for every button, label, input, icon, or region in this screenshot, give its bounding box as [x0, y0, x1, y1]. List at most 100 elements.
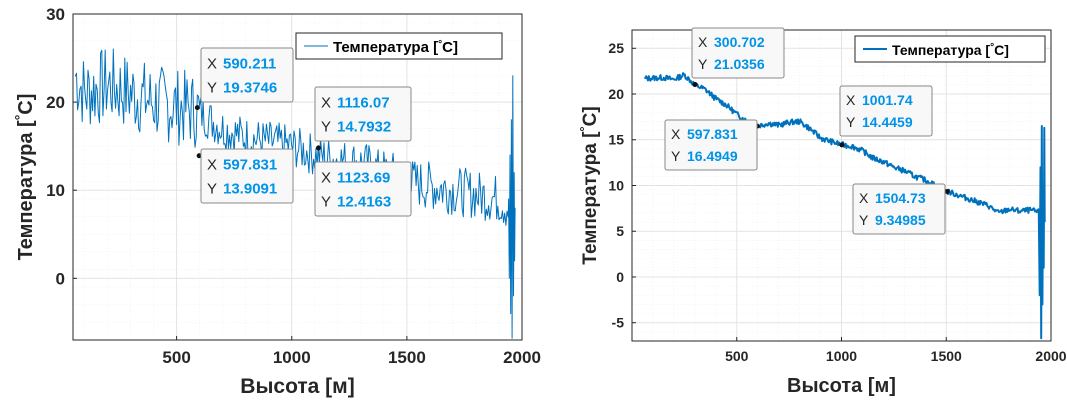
datatip-x-value: 1001.74 — [862, 92, 913, 108]
datatip-box — [852, 183, 946, 235]
datatip-x-prefix: X — [207, 157, 217, 174]
x-tick-label: 500 — [162, 348, 190, 367]
datatip-y-prefix: Y — [671, 148, 681, 164]
datatip-marker — [315, 145, 321, 151]
y-axis-label: Температура [°C] — [577, 106, 601, 264]
datatip-marker — [196, 153, 202, 159]
datatip[interactable]: X 597.831 Y 13.9091 — [196, 148, 294, 204]
legend-label: Температура [°C] — [333, 39, 458, 56]
datatip-y-value: 9.34985 — [875, 212, 926, 228]
datatip-box — [691, 27, 785, 79]
datatip-marker — [839, 142, 845, 148]
datatip-x-value: 590.211 — [223, 56, 276, 73]
datatip-marker — [692, 82, 698, 88]
datatip-x-value: 1504.73 — [875, 190, 926, 206]
datatip[interactable]: X 1504.73 Y 9.34985 — [852, 183, 950, 235]
datatip-box — [664, 119, 758, 171]
legend-label: Температура [°C] — [892, 42, 1009, 58]
datatip-x-prefix: X — [698, 34, 708, 50]
datatip-y-prefix: Y — [207, 79, 217, 96]
y-tick-label: 20 — [608, 86, 624, 102]
datatip-marker — [944, 188, 950, 194]
datatip-y-value: 13.9091 — [223, 180, 277, 197]
datatip-x-prefix: X — [321, 95, 331, 112]
legend-label-main: Температура [ — [333, 39, 438, 56]
datatip-x-value: 1123.69 — [337, 170, 390, 187]
y-tick-label: 15 — [608, 132, 624, 148]
datatip-box — [200, 47, 294, 103]
datatip-y-value: 21.0356 — [714, 56, 765, 72]
x-tick-label: 1500 — [931, 348, 962, 364]
datatip-y-prefix: Y — [846, 114, 856, 130]
y-tick-label: 5 — [616, 223, 624, 239]
datatip[interactable]: X 597.831 Y 16.4949 — [664, 119, 760, 171]
datatip-box — [839, 85, 933, 137]
datatip-x-value: 300.702 — [714, 34, 765, 50]
y-axis-label-degree: ° — [577, 126, 592, 131]
y-tick-label: -5 — [612, 315, 625, 331]
datatip[interactable]: X 300.702 Y 21.0356 — [691, 27, 785, 88]
datatip-y-value: 16.4949 — [687, 148, 738, 164]
y-tick-label: 0 — [56, 269, 65, 288]
x-tick-label: 1500 — [388, 348, 426, 367]
datatip[interactable]: X 1116.07 Y 14.7932 — [314, 86, 412, 151]
datatip-y-value: 19.3746 — [223, 79, 277, 96]
chart-1: 500 1000 1500 2000 0 10 20 30 Высота [м] Температ… — [12, 5, 541, 398]
datatip[interactable]: X 1123.69 Y 12.4163 — [314, 161, 412, 217]
datatip-y-prefix: Y — [698, 56, 708, 72]
datatip-x-value: 1116.07 — [337, 95, 390, 112]
x-tick-label: 1000 — [826, 348, 857, 364]
y-axis-label: Температура [°C] — [12, 94, 37, 261]
y-tick-label: 10 — [46, 181, 65, 200]
x-tick-label: 2000 — [503, 348, 541, 367]
datatip-marker — [194, 105, 200, 111]
datatip-x-value: 597.831 — [223, 157, 277, 174]
datatip-x-prefix: X — [207, 56, 217, 73]
plot-box — [72, 13, 523, 341]
y-axis-label-degree: ° — [12, 115, 28, 121]
series-line — [74, 48, 516, 339]
legend-label-unit: C] — [994, 42, 1009, 58]
y-tick-label: 0 — [616, 269, 624, 285]
datatip-x-value: 597.831 — [687, 126, 738, 142]
datatip-box — [200, 148, 294, 204]
datatip[interactable]: X 1001.74 Y 14.4459 — [839, 85, 933, 148]
minor-grid — [73, 14, 522, 341]
legend: Температура [°C] — [854, 35, 1046, 63]
x-tick-label: 500 — [725, 348, 749, 364]
datatip-y-value: 14.7932 — [337, 118, 391, 135]
x-axis-label: Высота [м] — [240, 375, 354, 398]
series-line — [643, 72, 1046, 340]
y-axis-label-main: Температура [ — [580, 131, 601, 265]
legend-label-unit: C] — [442, 39, 458, 56]
y-axis-label-unit: C] — [15, 94, 37, 115]
legend-label-main: Температура [ — [892, 42, 990, 58]
x-tick-label: 2000 — [1035, 348, 1066, 364]
datatip-y-prefix: Y — [859, 212, 869, 228]
datatip-y-prefix: Y — [207, 180, 217, 197]
datatip-y-prefix: Y — [321, 193, 331, 210]
legend-label-degree: ° — [990, 42, 994, 53]
datatip-box — [314, 86, 412, 142]
datatip[interactable]: X 590.211 Y 19.3746 — [194, 47, 294, 111]
legend-box — [295, 32, 503, 60]
datatip-x-prefix: X — [321, 170, 331, 187]
datatip-x-prefix: X — [671, 126, 681, 142]
chart-2: 500 1000 1500 2000 -5 0 5 10 15 20 25 Высота [м] Тем… — [577, 27, 1067, 397]
legend-label-degree: ° — [438, 39, 442, 50]
datatip-y-value: 12.4163 — [337, 193, 391, 210]
y-tick-label: 30 — [46, 5, 65, 24]
datatip-y-prefix: Y — [321, 118, 331, 135]
y-axis-label-main: Температура [ — [15, 120, 37, 260]
x-tick-label: 1000 — [273, 348, 311, 367]
major-grid — [73, 13, 523, 340]
y-tick-label: 10 — [608, 177, 624, 193]
y-tick-label: 20 — [46, 93, 65, 112]
datatip-box — [314, 161, 412, 217]
y-axis-label-unit: C] — [580, 106, 601, 126]
x-axis-label: Высота [м] — [787, 375, 896, 397]
legend: Температура [°C] — [295, 32, 503, 60]
datatip-y-value: 14.4459 — [862, 114, 913, 130]
datatip-x-prefix: X — [859, 190, 869, 206]
